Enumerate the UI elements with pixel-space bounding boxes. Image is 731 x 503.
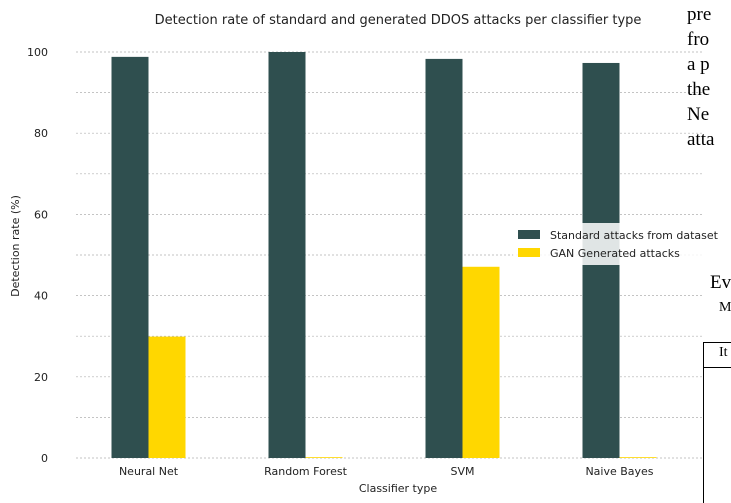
x-tick-label: Naive Bayes [585, 465, 653, 478]
side-table-rule [703, 367, 731, 368]
legend-box [513, 223, 731, 265]
bar-gan [305, 457, 343, 458]
x-tick-label: SVM [451, 465, 475, 478]
bars [111, 52, 657, 458]
side-text-line: Ne [687, 104, 710, 125]
bar-standard [268, 52, 306, 458]
legend-label-gan: GAN Generated attacks [550, 247, 680, 260]
side-text-line: atta [687, 129, 715, 150]
x-tick-label: Random Forest [264, 465, 347, 478]
side-text-line: the [687, 79, 711, 100]
bar-standard [425, 58, 463, 458]
side-table-header: It [719, 345, 728, 360]
legend: Standard attacks from dataset GAN Genera… [513, 223, 731, 265]
side-text-line: pre [687, 4, 712, 25]
y-tick-label: 20 [34, 371, 48, 384]
side-text-line: Ev [710, 272, 731, 293]
x-tick-label: Neural Net [119, 465, 179, 478]
side-text-line: fro [687, 29, 710, 50]
legend-swatch-gan [518, 248, 540, 257]
grid-lines [76, 51, 704, 459]
bar-standard [111, 56, 149, 458]
y-tick-label: 80 [34, 127, 48, 140]
y-tick-label: 60 [34, 208, 48, 221]
y-tick-label: 40 [34, 290, 48, 303]
chart-title: Detection rate of standard and generated… [155, 13, 642, 28]
legend-label-standard: Standard attacks from dataset [550, 229, 719, 242]
x-axis-label: Classifier type [359, 482, 438, 494]
side-table [703, 342, 731, 503]
y-axis-label: Detection rate (%) [9, 195, 22, 297]
bar-gan [462, 266, 500, 458]
legend-swatch-standard [518, 230, 540, 239]
tick-labels: 0 20 40 60 80 100 Neural Net Random Forest SVM Na… [27, 46, 654, 478]
y-tick-label: 100 [27, 46, 48, 59]
side-text-line: M [719, 300, 731, 315]
side-text-line: a p [687, 54, 710, 75]
y-tick-label: 0 [41, 452, 48, 465]
bar-gan [148, 336, 186, 458]
bar-gan [619, 457, 657, 458]
